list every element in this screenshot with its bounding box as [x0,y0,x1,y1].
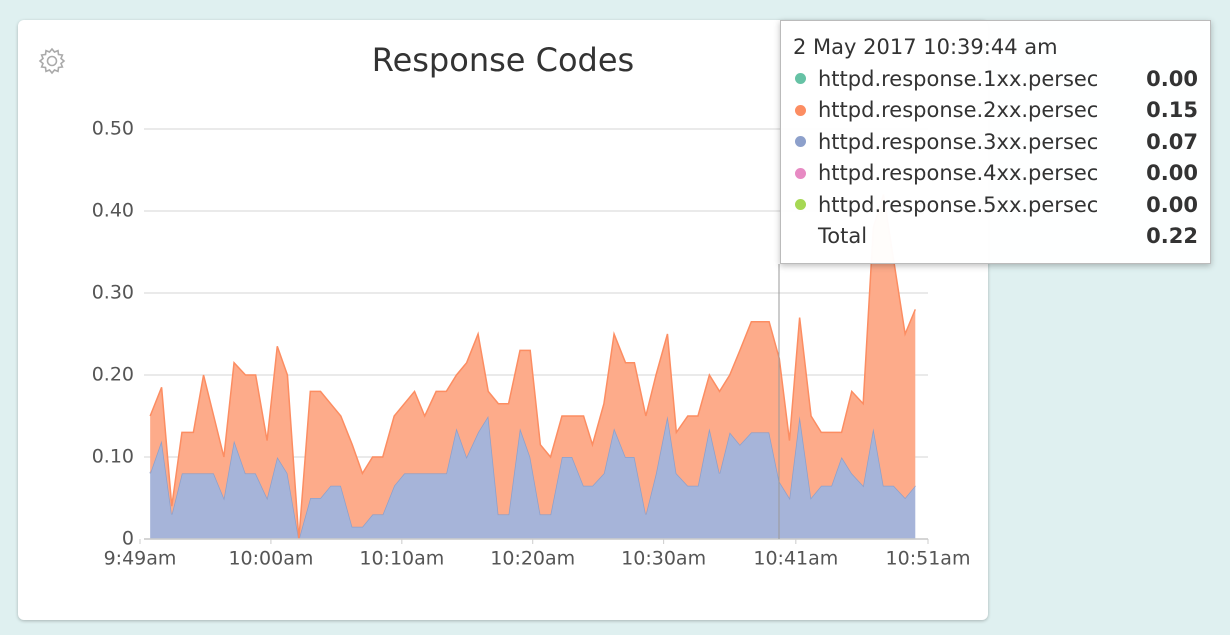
area [150,416,916,539]
series-value: 0.00 [1146,161,1198,186]
series-name: httpd.response.1xx.persec [818,66,1099,91]
tooltip-total: Total 0.22 [793,221,1198,253]
series-name: httpd.response.4xx.persec [818,161,1099,186]
tooltip: 2 May 2017 10:39:44 am httpd.response.1x… [780,20,1211,264]
area [150,194,916,539]
x-tick-label: 10:30am [621,548,706,570]
settings-icon[interactable] [38,47,66,75]
tooltip-title: 2 May 2017 10:39:44 am [793,35,1058,59]
legend-dot [795,104,806,116]
y-tick-label: 0.30 [92,282,134,304]
x-tick-label: 9:49am [104,548,177,570]
tooltip-row: httpd.response.1xx.persec 0.00 [793,63,1198,95]
total-value: 0.22 [1146,224,1198,249]
legend-dot [795,167,806,179]
series-name: httpd.response.3xx.persec [818,129,1099,154]
legend-dot [795,136,806,148]
legend-dot [795,199,806,211]
tooltip-row: httpd.response.4xx.persec 0.00 [793,158,1198,190]
spacer [795,231,806,242]
tooltip-row: httpd.response.2xx.persec 0.15 [793,95,1198,127]
series-name: httpd.response.5xx.persec [818,192,1099,217]
y-tick-label: 0 [122,528,134,550]
x-tick-label: 10:51am [886,548,971,570]
x-tick-label: 10:20am [490,548,575,570]
tooltip-row: httpd.response.5xx.persec 0.00 [793,189,1198,221]
series-value: 0.15 [1146,98,1198,123]
legend-dot [795,73,806,85]
y-tick-label: 0.10 [92,446,134,468]
y-tick-label: 0.50 [92,118,134,140]
chart-title: Response Codes [372,41,634,79]
series-value: 0.00 [1146,192,1198,217]
y-tick-label: 0.20 [92,364,134,386]
tooltip-row: httpd.response.3xx.persec 0.07 [793,126,1198,158]
total-label: Total [818,224,868,249]
area-line [149,194,916,540]
x-tick-label: 10:41am [753,548,838,570]
series-value: 0.00 [1146,66,1198,91]
series-name: httpd.response.2xx.persec [818,98,1099,123]
series-value: 0.07 [1146,129,1198,154]
x-tick-label: 10:00am [228,548,313,570]
x-tick-label: 10:10am [359,548,444,570]
y-tick-label: 0.40 [92,200,134,222]
